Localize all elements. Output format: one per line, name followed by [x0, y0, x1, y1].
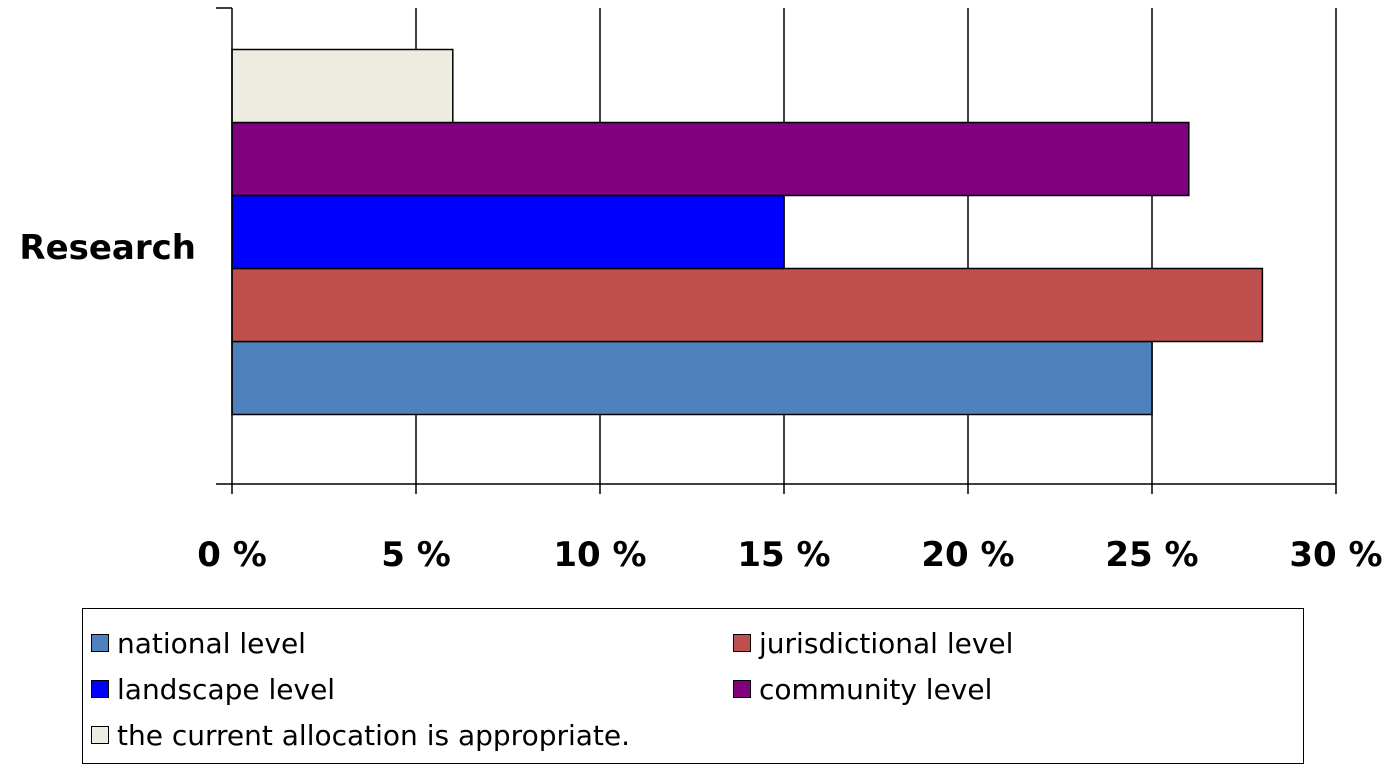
legend: national level jurisdictional level landsc…: [82, 608, 1304, 764]
legend-label: landscape level: [117, 672, 336, 706]
bars: [231, 48, 1264, 416]
category-label: Research: [19, 228, 196, 268]
legend-swatch: [91, 634, 109, 652]
bar-community-level: [231, 121, 1190, 197]
legend-item: national level: [91, 621, 306, 665]
legend-swatch: [91, 726, 109, 744]
legend-swatch: [91, 680, 109, 698]
legend-item: landscape level: [91, 667, 335, 711]
bar-chart: 0 % 5 % 10 % 15 % 20 % 25 % 30 % Research: [19, 7, 1383, 575]
bar-national-level: [231, 340, 1153, 416]
legend-swatch: [733, 634, 751, 652]
legend-item: community level: [733, 667, 992, 711]
legend-label: the current allocation is appropriate.: [117, 718, 631, 752]
x-tick-label: 10 %: [553, 535, 646, 575]
labels: 0 % 5 % 10 % 15 % 20 % 25 % 30 % Research: [19, 228, 1382, 575]
legend-label: jurisdictional level: [759, 626, 1014, 660]
legend-swatch: [733, 680, 751, 698]
x-tick-label: 20 %: [921, 535, 1014, 575]
x-tick-label: 15 %: [737, 535, 830, 575]
legend-item: the current allocation is appropriate.: [91, 713, 630, 757]
legend-item: jurisdictional level: [733, 621, 1013, 665]
x-tick-label: 25 %: [1105, 535, 1198, 575]
bar-the-current-allocation-is-appropriate: [231, 48, 454, 124]
x-tick-label: 5 %: [381, 535, 451, 575]
bar-landscape-level: [231, 194, 785, 270]
legend-label: national level: [117, 626, 306, 660]
x-tick-label: 30 %: [1289, 535, 1382, 575]
bar-jurisdictional-level: [231, 267, 1264, 343]
axes: [216, 7, 1337, 494]
legend-label: community level: [759, 672, 993, 706]
x-tick-label: 0 %: [197, 535, 267, 575]
